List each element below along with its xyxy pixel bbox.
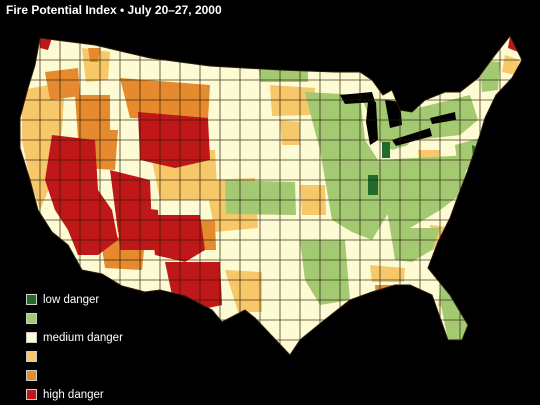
legend-swatch-medium [26, 332, 37, 343]
legend-item-low: low danger [26, 290, 123, 309]
legend-item-high: high danger [26, 385, 123, 404]
legend-swatch-low-moderate [26, 313, 37, 324]
legend-item-medium: medium danger [26, 328, 123, 347]
regions-high [40, 36, 522, 312]
great-lakes [340, 92, 456, 146]
legend-swatch-high [26, 389, 37, 400]
legend-swatch-medium-high [26, 351, 37, 362]
legend-item-high-moderate [26, 366, 123, 385]
us-outline [19, 35, 523, 356]
legend-label-high: high danger [43, 388, 104, 401]
map-title: Fire Potential Index • July 20–27, 2000 [6, 3, 222, 17]
legend-item-low-moderate [26, 309, 123, 328]
legend-label-low: low danger [43, 293, 100, 306]
legend-item-medium-high [26, 347, 123, 366]
legend-swatch-low [26, 294, 37, 305]
legend: low danger medium danger high danger [26, 290, 123, 404]
legend-label-medium: medium danger [43, 331, 123, 344]
legend-swatch-high-moderate [26, 370, 37, 381]
